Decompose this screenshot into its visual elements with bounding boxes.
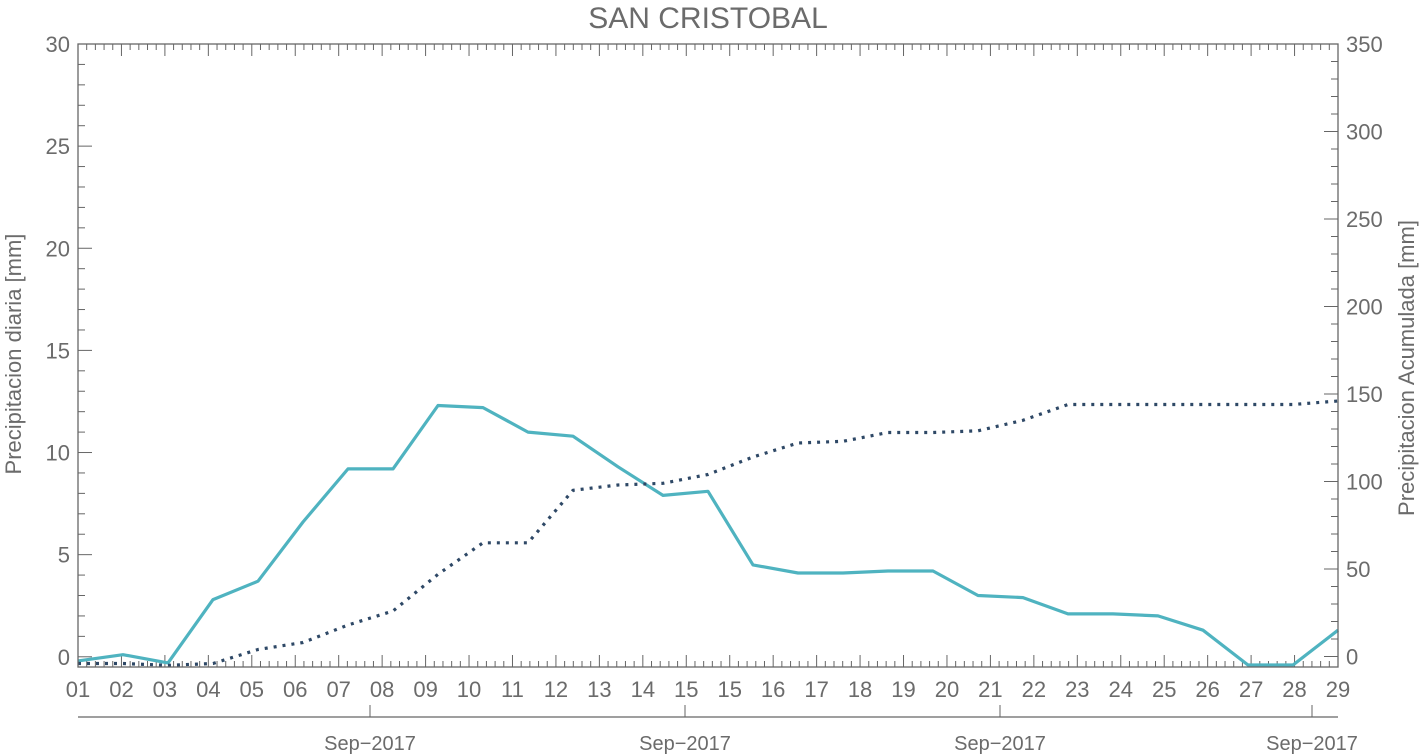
month-label: Sep−2017 bbox=[639, 733, 731, 755]
x-tick-label: 12 bbox=[544, 677, 568, 702]
axis-ticks bbox=[77, 43, 1339, 667]
left-axis-label: Precipitacion diaria [mm] bbox=[1, 234, 26, 475]
right-y-tick-label: 300 bbox=[1346, 120, 1383, 145]
x-tick-label: 19 bbox=[891, 677, 915, 702]
x-tick-label: 27 bbox=[1239, 677, 1263, 702]
x-tick-label: 03 bbox=[153, 677, 177, 702]
x-tick-label: 23 bbox=[1065, 677, 1089, 702]
x-tick-label: 16 bbox=[761, 677, 785, 702]
left-y-tick-label: 20 bbox=[46, 236, 70, 261]
x-tick-label: 14 bbox=[631, 677, 655, 702]
plot-frame bbox=[77, 43, 1339, 668]
x-tick-label: 29 bbox=[1326, 677, 1350, 702]
right-y-tick-label: 150 bbox=[1346, 382, 1383, 407]
right-y-tick-label: 200 bbox=[1346, 295, 1383, 320]
right-y-tick-label: 250 bbox=[1346, 207, 1383, 232]
month-axis: Sep−2017 Sep−2017 Sep−2017 Sep−2017 bbox=[324, 705, 1358, 755]
x-tick-label: 08 bbox=[370, 677, 394, 702]
x-tick-label: 18 bbox=[848, 677, 872, 702]
left-y-tick-label: 30 bbox=[46, 32, 70, 57]
month-label: Sep−2017 bbox=[324, 733, 416, 755]
daily-series-line bbox=[77, 403, 1339, 667]
x-tick-label: 15 bbox=[717, 677, 741, 702]
left-y-tick-label: 15 bbox=[46, 338, 70, 363]
x-tick-label: 06 bbox=[283, 677, 307, 702]
x-tick-label: 09 bbox=[413, 677, 437, 702]
left-y-tick-label: 10 bbox=[46, 441, 70, 466]
x-tick-label: 07 bbox=[326, 677, 350, 702]
accumulated-series-line bbox=[78, 399, 1339, 667]
x-tick-label: 11 bbox=[501, 677, 524, 702]
x-tick-label: 10 bbox=[457, 677, 481, 702]
month-label: Sep−2017 bbox=[1266, 733, 1358, 755]
tick-labels: 01 02 03 04 05 06 07 08 09 10 11 12 13 14 15 15 16 17 18 19… bbox=[46, 32, 1383, 702]
x-tick-label: 25 bbox=[1152, 677, 1176, 702]
left-y-tick-label: 0 bbox=[58, 645, 70, 670]
x-tick-label: 24 bbox=[1109, 677, 1133, 702]
series-layer bbox=[77, 399, 1339, 667]
right-y-tick-label: 0 bbox=[1346, 645, 1358, 670]
x-tick-label: 28 bbox=[1282, 677, 1306, 702]
left-y-tick-label: 25 bbox=[46, 134, 70, 159]
x-tick-label: 04 bbox=[196, 677, 220, 702]
chart-title: SAN CRISTOBAL bbox=[588, 2, 828, 35]
x-tick-label: 17 bbox=[804, 677, 828, 702]
right-y-tick-label: 100 bbox=[1346, 470, 1383, 495]
x-tick-label: 20 bbox=[935, 677, 959, 702]
x-tick-label: 02 bbox=[109, 677, 133, 702]
month-label: Sep−2017 bbox=[954, 733, 1046, 755]
right-y-tick-label: 350 bbox=[1346, 32, 1383, 57]
x-tick-label: 15 bbox=[674, 677, 698, 702]
x-tick-label: 21 bbox=[978, 677, 1002, 702]
left-y-tick-label: 5 bbox=[58, 543, 70, 568]
x-tick-label: 01 bbox=[66, 677, 90, 702]
x-tick-label: 26 bbox=[1195, 677, 1219, 702]
right-y-tick-label: 50 bbox=[1346, 557, 1370, 582]
x-tick-label: 22 bbox=[1022, 677, 1046, 702]
right-axis-label: Precipitacion Acumulada [mm] bbox=[1394, 220, 1419, 516]
x-tick-label: 05 bbox=[240, 677, 264, 702]
x-tick-label: 13 bbox=[587, 677, 611, 702]
